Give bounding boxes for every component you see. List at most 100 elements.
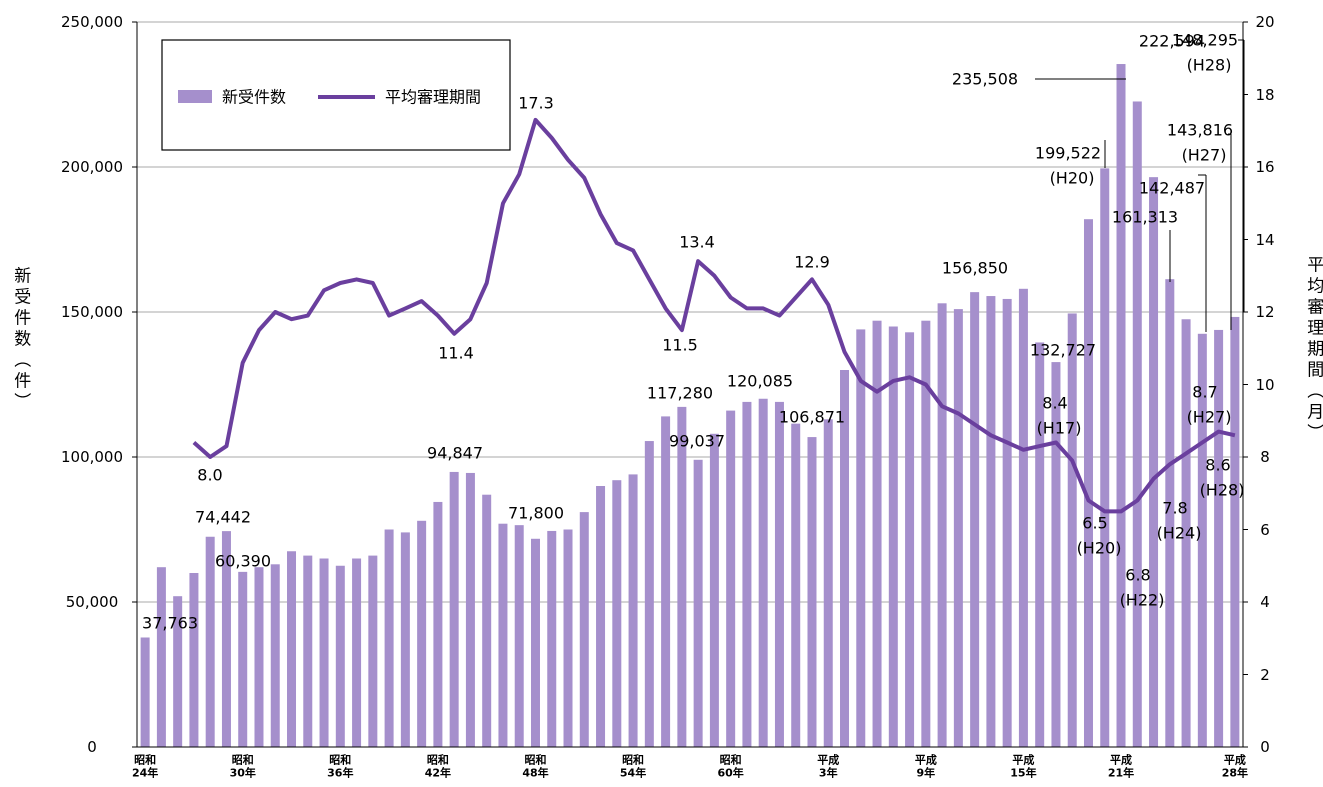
y2-tick-label: 16 (1255, 158, 1275, 176)
x-tick-label: 昭和 36年 (327, 753, 354, 779)
bar (352, 558, 362, 747)
data-label: 142,487 (1138, 178, 1206, 198)
data-label: 13.4 (679, 232, 715, 252)
y2-axis-label: 平均審理期間（月） (1303, 255, 1323, 445)
bar (1197, 333, 1207, 747)
data-label-note: (H27) (1186, 407, 1232, 427)
bar (840, 370, 850, 747)
y-axis-label: 新受件数（件） (10, 266, 31, 414)
bar (1083, 219, 1093, 747)
data-label-note: (H20) (1076, 538, 1122, 558)
bar (1116, 64, 1126, 748)
y2-tick-label: 20 (1255, 13, 1275, 31)
bar (953, 309, 963, 747)
data-label: 17.3 (518, 93, 554, 113)
bar (937, 303, 947, 747)
data-label: 120,085 (726, 371, 794, 391)
bar (303, 555, 313, 747)
data-label-note: (H28) (1186, 55, 1232, 75)
x-tick-label: 平成 9年 (914, 753, 937, 779)
bar (335, 565, 345, 747)
bar (563, 529, 573, 747)
data-label: 117,280 (646, 383, 714, 403)
bar (1149, 177, 1159, 747)
bar (270, 564, 280, 747)
data-label: 12.9 (794, 252, 830, 272)
bar (1018, 288, 1028, 747)
y2-tick-label: 8 (1260, 448, 1270, 466)
bar (774, 401, 784, 747)
bar (1165, 279, 1175, 747)
bar (888, 326, 898, 747)
data-label: 106,871 (778, 407, 846, 427)
bar (726, 410, 736, 747)
y-tick-label: 100,000 (60, 448, 124, 466)
data-label: 8.6 (1205, 455, 1231, 475)
y-tick-label: 50,000 (65, 593, 119, 611)
y2-tick-label: 18 (1255, 85, 1275, 104)
bar (986, 296, 996, 747)
data-label: 37,763 (142, 613, 198, 633)
bar (970, 292, 980, 747)
x-tick-label: 平成 28年 (1221, 753, 1249, 779)
y2-tick-label: 6 (1260, 520, 1270, 539)
x-tick-label: 昭和 42年 (424, 753, 452, 779)
data-label: 7.8 (1162, 498, 1188, 518)
y2-tick-label: 4 (1260, 593, 1270, 611)
data-label: 99,037 (669, 431, 725, 451)
bar (1002, 298, 1012, 747)
y-tick-label: 150,000 (60, 303, 124, 321)
data-label-note: (H28) (1199, 480, 1245, 500)
bar (482, 494, 492, 747)
y2-tick-label: 0 (1260, 738, 1270, 756)
bar (254, 567, 264, 747)
x-tick-label: 昭和 54年 (619, 753, 647, 779)
bar (384, 529, 394, 747)
bar (628, 474, 638, 747)
bar (1230, 316, 1240, 747)
data-label: 11.5 (662, 335, 698, 355)
y-tick-label: 0 (87, 738, 97, 756)
legend-label: 新受件数 (221, 87, 287, 107)
bar (677, 406, 687, 747)
bar (1035, 342, 1045, 747)
bar (596, 486, 606, 747)
data-label: 156,850 (941, 258, 1009, 278)
bar (1181, 319, 1191, 747)
x-tick-label: 平成 21年 (1107, 753, 1135, 779)
bar (140, 637, 150, 747)
bar (547, 530, 557, 747)
x-tick-label: 昭和 60年 (717, 753, 744, 779)
bar (742, 401, 752, 747)
data-label-note: (H20) (1049, 168, 1095, 188)
data-label-note: (H17) (1036, 418, 1082, 438)
bar (205, 536, 215, 747)
data-label: 222,594 (1138, 31, 1206, 51)
bar (400, 532, 410, 747)
bar (319, 558, 329, 747)
data-label: 8.4 (1042, 393, 1068, 413)
line (192, 117, 1236, 514)
bar (465, 472, 475, 747)
bar (368, 555, 378, 747)
x-tick-label: 昭和 24年 (131, 753, 159, 779)
x-tick-label: 昭和 48年 (522, 753, 549, 779)
bar (823, 419, 833, 747)
bar (791, 423, 801, 747)
y2-tick-label: 12 (1255, 303, 1275, 321)
bar (530, 538, 540, 747)
data-label: 6.5 (1082, 513, 1108, 533)
y2-tick-label: 2 (1260, 665, 1270, 684)
bar (156, 567, 166, 747)
x-tick-label: 昭和 30年 (229, 753, 256, 779)
y2-tick-label: 14 (1255, 230, 1275, 249)
legend-label: 平均審理期間 (384, 87, 482, 107)
data-label: 235,508 (951, 69, 1019, 89)
bar (417, 520, 427, 747)
bar (221, 531, 231, 747)
bar (1132, 101, 1142, 747)
bar (189, 573, 199, 747)
bar (693, 459, 703, 747)
